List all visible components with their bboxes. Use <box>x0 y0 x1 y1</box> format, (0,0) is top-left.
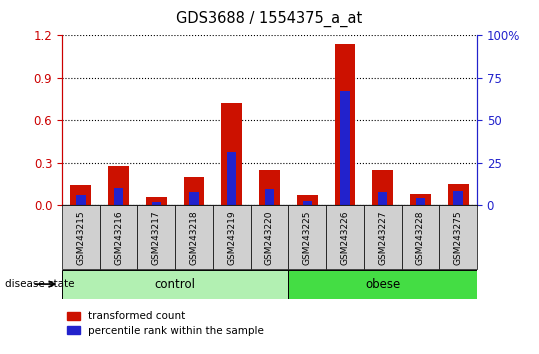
Text: GSM243218: GSM243218 <box>190 210 198 265</box>
Bar <box>302 201 312 205</box>
Bar <box>288 205 326 269</box>
Bar <box>410 194 431 205</box>
Text: disease state: disease state <box>5 279 75 289</box>
Text: GDS3688 / 1554375_a_at: GDS3688 / 1554375_a_at <box>176 11 363 27</box>
Bar <box>213 205 251 269</box>
Bar <box>222 103 242 205</box>
Bar <box>62 270 288 298</box>
Legend: transformed count, percentile rank within the sample: transformed count, percentile rank withi… <box>67 312 264 336</box>
Text: GSM243219: GSM243219 <box>227 210 236 265</box>
Bar <box>297 195 317 205</box>
Bar <box>114 188 123 205</box>
Bar <box>108 166 129 205</box>
Bar <box>62 205 100 269</box>
Text: GSM243226: GSM243226 <box>341 210 349 265</box>
Text: GSM243225: GSM243225 <box>303 210 312 265</box>
Bar <box>265 189 274 205</box>
Text: obese: obese <box>365 278 400 291</box>
Text: GSM243275: GSM243275 <box>454 210 462 265</box>
Bar <box>340 91 350 205</box>
Text: GSM243227: GSM243227 <box>378 210 387 265</box>
Bar <box>364 205 402 269</box>
Bar <box>151 202 161 205</box>
Bar <box>227 152 237 205</box>
Bar <box>184 177 204 205</box>
Bar <box>76 195 86 205</box>
Bar <box>288 270 477 298</box>
Bar <box>453 191 463 205</box>
Bar <box>259 170 280 205</box>
Text: GSM243228: GSM243228 <box>416 210 425 265</box>
Bar <box>251 205 288 269</box>
Text: GSM243217: GSM243217 <box>152 210 161 265</box>
Bar <box>402 205 439 269</box>
Bar <box>448 184 468 205</box>
Bar <box>146 197 167 205</box>
Bar <box>439 205 477 269</box>
Bar <box>416 198 425 205</box>
Bar <box>378 192 388 205</box>
Text: control: control <box>155 278 196 291</box>
Text: GSM243216: GSM243216 <box>114 210 123 265</box>
Text: GSM243220: GSM243220 <box>265 210 274 265</box>
Bar <box>335 44 355 205</box>
Text: GSM243215: GSM243215 <box>77 210 85 265</box>
Bar <box>71 185 91 205</box>
Bar <box>189 192 199 205</box>
Bar <box>372 170 393 205</box>
Bar <box>100 205 137 269</box>
Bar <box>326 205 364 269</box>
Bar <box>175 205 213 269</box>
Bar <box>137 205 175 269</box>
